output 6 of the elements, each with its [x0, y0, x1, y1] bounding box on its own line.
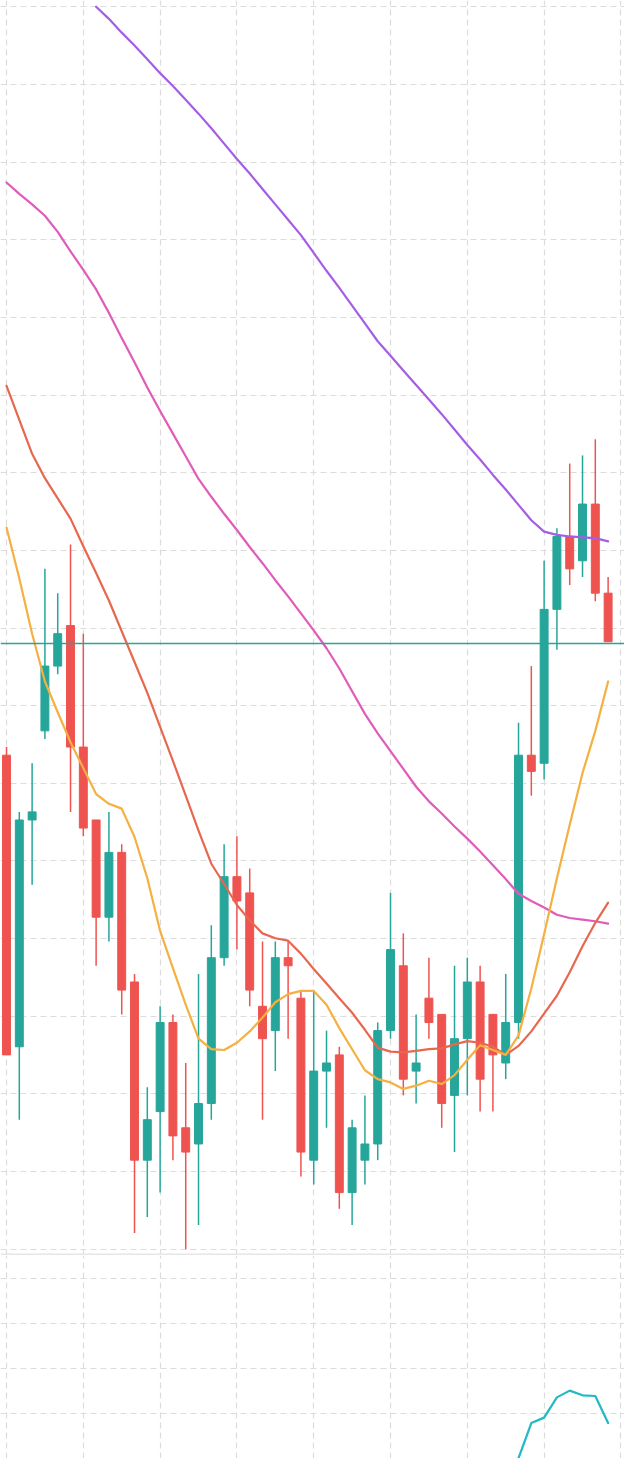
- candlestick: [360, 1094, 370, 1186]
- candlestick: [322, 1029, 331, 1129]
- candlestick: [27, 762, 37, 886]
- candlestick: [283, 940, 293, 1040]
- candlestick: [526, 665, 536, 797]
- candlestick: [411, 1013, 421, 1105]
